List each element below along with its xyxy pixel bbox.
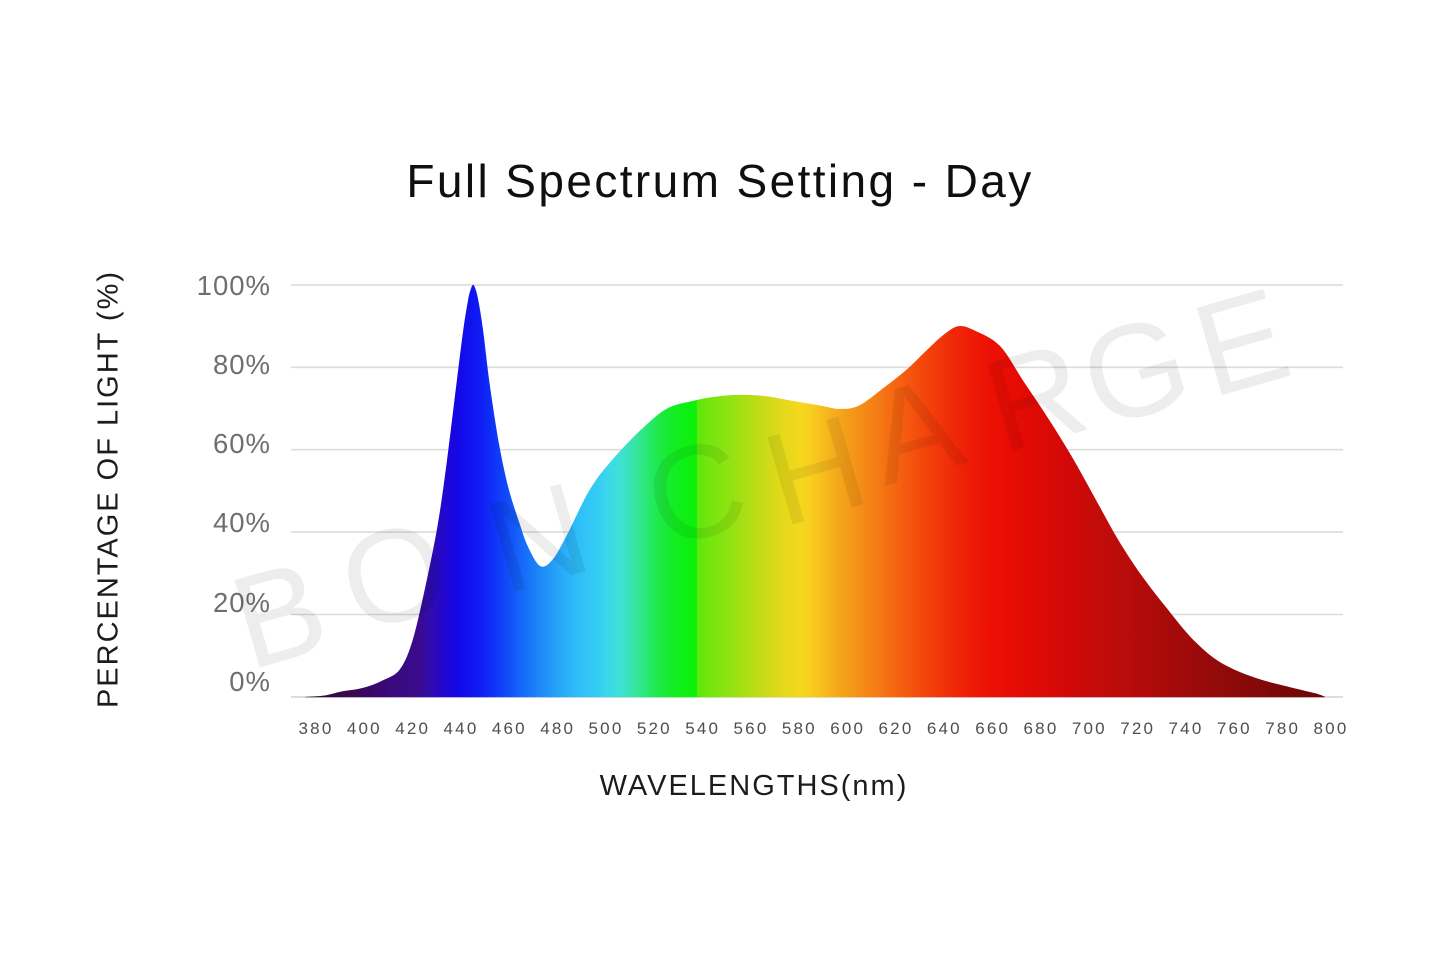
svg-text:B: B [217, 532, 342, 698]
